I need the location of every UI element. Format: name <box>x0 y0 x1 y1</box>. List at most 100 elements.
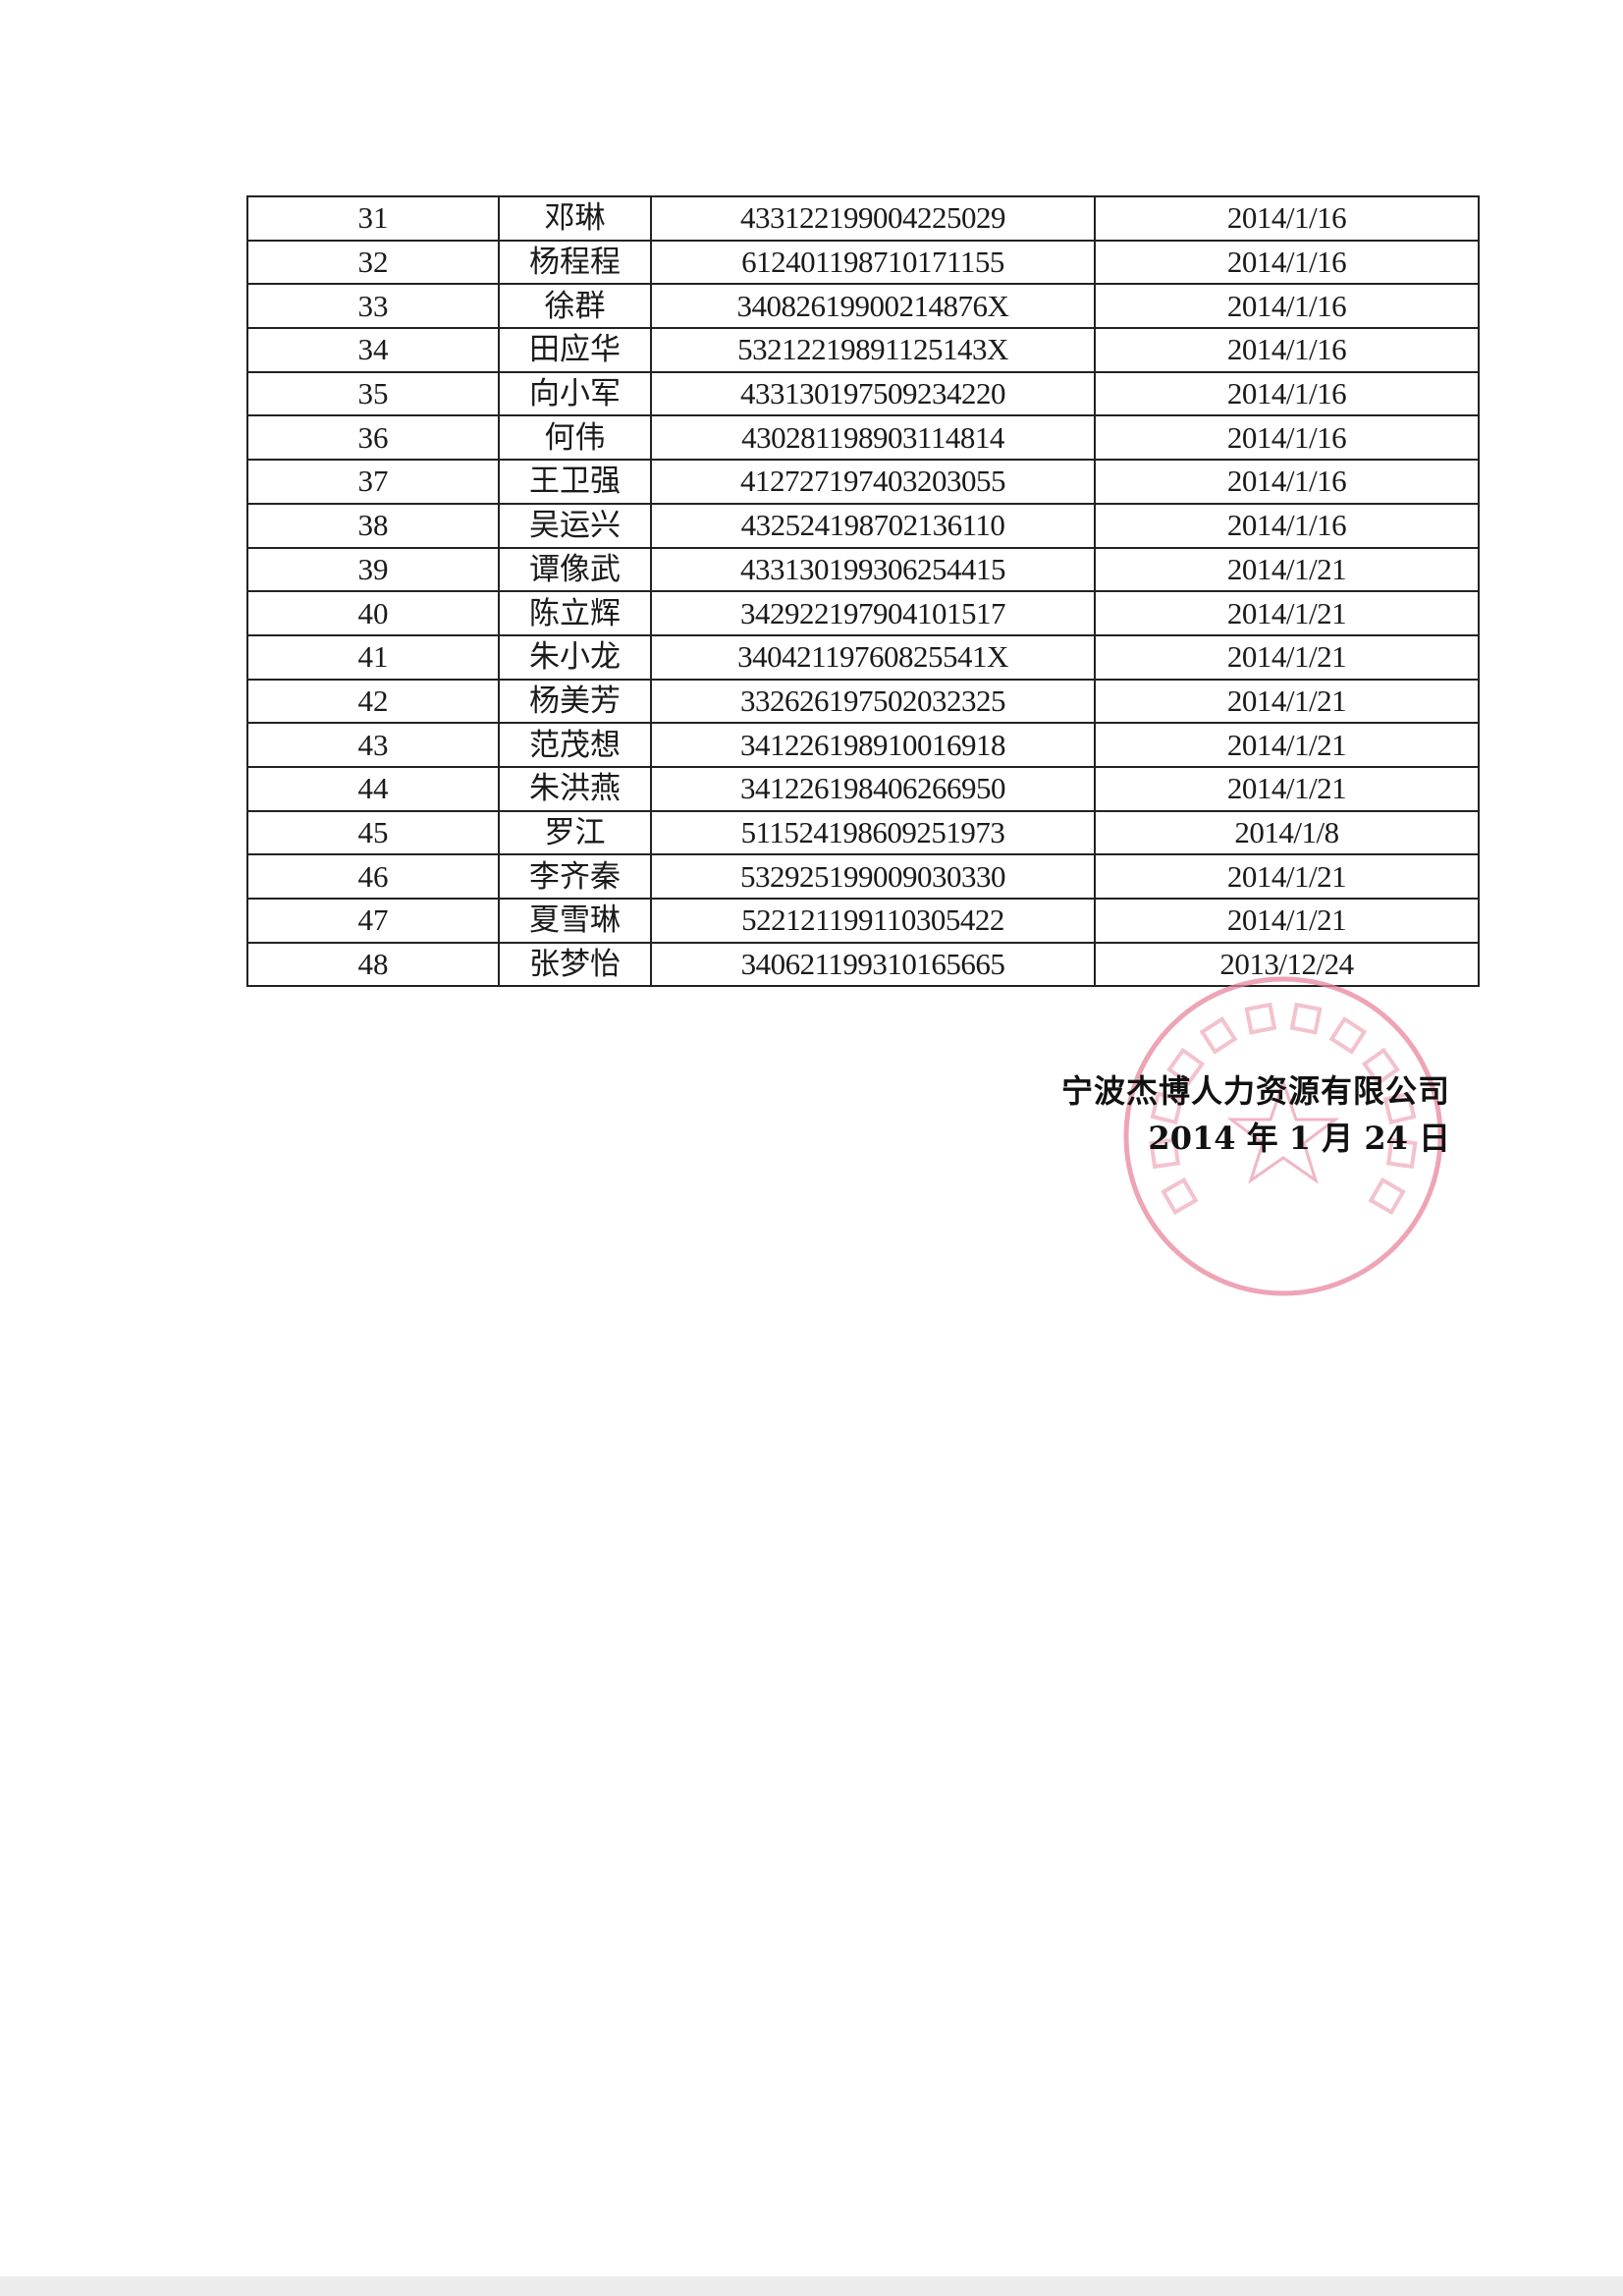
id-number: 522121199110305422 <box>650 898 1096 944</box>
row-number: 48 <box>246 941 500 988</box>
date: 2014/1/16 <box>1094 239 1480 286</box>
table-row: 40 陈立辉 342922197904101517 2014/1/21 <box>246 590 1480 636</box>
seal-lettering-picture <box>1149 1002 1418 1216</box>
id-number: 433130199306254415 <box>650 546 1096 593</box>
company-seal <box>1123 976 1443 1296</box>
seal-glyph-mark <box>1385 1137 1418 1170</box>
signature-date: 2014 年 1 月 24 日 <box>1148 1120 1450 1157</box>
row-number: 35 <box>246 370 500 417</box>
date: 2014/1/16 <box>1094 195 1480 242</box>
person-name: 李齐秦 <box>498 853 652 900</box>
row-number: 40 <box>246 590 500 636</box>
person-name: 范茂想 <box>498 722 652 768</box>
employee-table-body: 31 邓琳 433122199004225029 2014/1/16 32 杨程程 6124… <box>246 195 1480 988</box>
id-number: 412727197403203055 <box>650 459 1096 505</box>
table-row: 43 范茂想 341226198910016918 2014/1/21 <box>246 722 1480 768</box>
table-row: 39 谭像武 433130199306254415 2014/1/21 <box>246 546 1480 593</box>
id-number: 432524198702136110 <box>650 502 1096 549</box>
id-number: 612401198710171155 <box>650 239 1096 286</box>
person-name: 杨美芳 <box>498 678 652 725</box>
id-number: 341226198910016918 <box>650 722 1096 768</box>
row-number: 34 <box>246 327 500 373</box>
row-number: 31 <box>246 195 500 242</box>
row-number: 37 <box>246 459 500 505</box>
table-row: 31 邓琳 433122199004225029 2014/1/16 <box>246 195 1480 242</box>
person-name: 谭像武 <box>498 546 652 593</box>
date: 2014/1/21 <box>1094 590 1480 636</box>
id-number: 532925199009030330 <box>650 853 1096 900</box>
row-number: 38 <box>246 502 500 549</box>
row-number: 32 <box>246 239 500 286</box>
date: 2014/1/21 <box>1094 898 1480 944</box>
person-name: 朱洪燕 <box>498 765 652 812</box>
table-row: 45 罗江 511524198609251973 2014/1/8 <box>246 809 1480 856</box>
person-name: 邓琳 <box>498 195 652 242</box>
table-row: 41 朱小龙 34042119760825541X 2014/1/21 <box>246 633 1480 681</box>
date: 2014/1/21 <box>1094 678 1480 725</box>
date: 2014/1/21 <box>1094 853 1480 900</box>
company-name: 宁波杰博人力资源有限公司 <box>1060 1072 1450 1110</box>
row-number: 39 <box>246 546 500 593</box>
seal-glyph-mark <box>1150 1091 1184 1125</box>
row-number: 33 <box>246 283 500 330</box>
seal-glyph-mark <box>1368 1176 1406 1216</box>
date: 2014/1/21 <box>1094 722 1480 768</box>
scan-edge <box>0 2276 1623 2296</box>
date: 2014/1/21 <box>1094 633 1480 681</box>
row-number: 46 <box>246 853 500 900</box>
id-number: 332626197502032325 <box>650 678 1096 725</box>
table-row: 38 吴运兴 432524198702136110 2014/1/16 <box>246 502 1480 549</box>
table-row: 36 何伟 430281198903114814 2014/1/16 <box>246 414 1480 462</box>
id-number: 433130197509234220 <box>650 370 1096 417</box>
row-number: 41 <box>246 633 500 681</box>
date: 2014/1/21 <box>1094 546 1480 593</box>
row-number: 44 <box>246 765 500 812</box>
seal-glyph-mark <box>1199 1016 1238 1055</box>
person-name: 王卫强 <box>498 459 652 505</box>
table-row: 35 向小军 433130197509234220 2014/1/16 <box>246 370 1480 417</box>
person-name: 向小军 <box>498 370 652 417</box>
person-name: 陈立辉 <box>498 590 652 636</box>
seal-glyph-mark <box>1328 1016 1368 1055</box>
person-name: 张梦怡 <box>498 941 652 988</box>
date: 2014/1/16 <box>1094 502 1480 549</box>
date: 2014/1/16 <box>1094 327 1480 373</box>
table-row: 37 王卫强 412727197403203055 2014/1/16 <box>246 459 1480 505</box>
person-name: 罗江 <box>498 809 652 856</box>
seal-glyph-mark <box>1382 1091 1417 1125</box>
seal-glyph-mark <box>1161 1176 1199 1216</box>
id-number: 53212219891125143X <box>650 327 1096 373</box>
table-row: 44 朱洪燕 341226198406266950 2014/1/21 <box>246 765 1480 812</box>
row-number: 42 <box>246 678 500 725</box>
id-number: 511524198609251973 <box>650 809 1096 856</box>
seal-glyph-mark <box>1166 1047 1206 1086</box>
id-number: 342922197904101517 <box>650 590 1096 636</box>
row-number: 47 <box>246 898 500 944</box>
date: 2014/1/16 <box>1094 370 1480 417</box>
id-number: 433122199004225029 <box>650 195 1096 242</box>
seal-ring <box>1123 976 1443 1296</box>
table-row: 42 杨美芳 332626197502032325 2014/1/21 <box>246 678 1480 725</box>
person-name: 杨程程 <box>498 239 652 286</box>
table-row: 33 徐群 34082619900214876X 2014/1/16 <box>246 283 1480 330</box>
date: 2014/1/16 <box>1094 459 1480 505</box>
id-number: 341226198406266950 <box>650 765 1096 812</box>
person-name: 吴运兴 <box>498 502 652 549</box>
seal-glyph-mark <box>1244 1002 1277 1035</box>
row-number: 36 <box>246 414 500 462</box>
table-row: 32 杨程程 612401198710171155 2014/1/16 <box>246 239 1480 286</box>
table-row: 34 田应华 53212219891125143X 2014/1/16 <box>246 327 1480 373</box>
seal-glyph-mark <box>1289 1002 1323 1035</box>
date: 2014/1/16 <box>1094 283 1480 330</box>
id-number: 430281198903114814 <box>650 414 1096 462</box>
id-number: 340621199310165665 <box>650 941 1096 988</box>
id-number: 34042119760825541X <box>650 633 1096 681</box>
person-name: 田应华 <box>498 327 652 373</box>
table-row: 48 张梦怡 340621199310165665 2013/12/24 <box>246 941 1480 988</box>
seal-glyph-mark <box>1149 1137 1181 1170</box>
row-number: 43 <box>246 722 500 768</box>
seal-glyph-mark <box>1361 1047 1400 1086</box>
date: 2014/1/21 <box>1094 765 1480 812</box>
seal-star-icon <box>1226 1077 1340 1184</box>
table-row: 46 李齐秦 532925199009030330 2014/1/21 <box>246 853 1480 900</box>
